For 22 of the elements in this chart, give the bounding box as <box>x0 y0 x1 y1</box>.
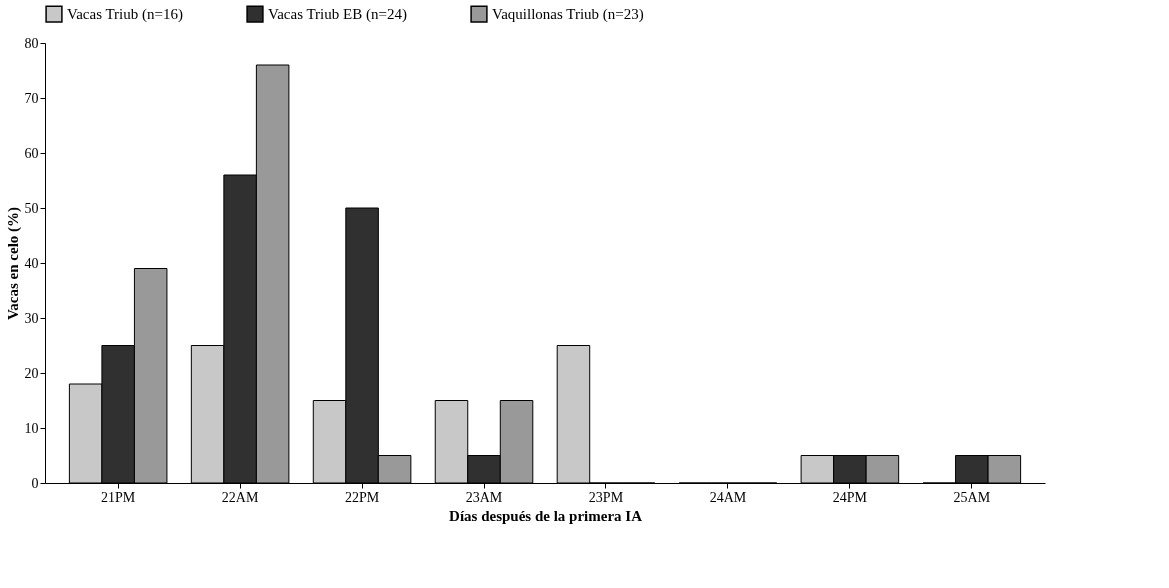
x-tick-label: 25AM <box>953 489 991 505</box>
legend-label: Vaquillonas Triub (n=23) <box>492 6 644 24</box>
x-tick-label: 22AM <box>221 489 259 505</box>
y-tick-label: 0 <box>31 475 39 491</box>
y-tick-label: 80 <box>24 35 39 51</box>
x-tick-label: 23PM <box>588 489 624 505</box>
legend-label: Vacas Triub (n=16) <box>67 6 183 24</box>
y-axis-title: Vacas en celo (%) <box>4 206 22 321</box>
x-tick-label: 22PM <box>344 489 380 505</box>
y-tick-label: 20 <box>24 365 39 381</box>
y-tick-label: 40 <box>24 255 39 271</box>
x-tick-label: 21PM <box>101 489 136 505</box>
legend-label: Vacas Triub EB (n=24) <box>268 6 407 24</box>
x-tick-label: 24PM <box>832 489 868 505</box>
y-tick-label: 30 <box>24 310 39 326</box>
x-axis-title: Días después de la primera IA <box>449 507 643 524</box>
y-tick-label: 10 <box>24 420 39 436</box>
y-tick-label: 60 <box>24 145 39 161</box>
x-tick-label: 24AM <box>709 489 747 505</box>
y-tick-label: 50 <box>24 200 39 216</box>
y-tick-label: 70 <box>24 90 39 106</box>
x-tick-label: 23AM <box>465 489 503 505</box>
